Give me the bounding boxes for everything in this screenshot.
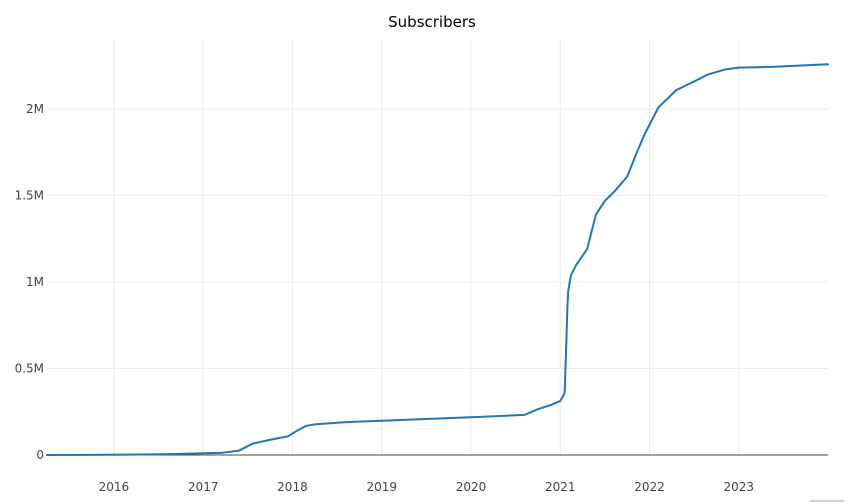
x-tick-label-2017: 2017 xyxy=(188,480,219,494)
x-tick-labels: 2016 2017 2018 2019 2020 2021 2022 2023 xyxy=(99,480,754,494)
y-tick-label-1M: 1M xyxy=(26,275,44,289)
x-tick-label-2018: 2018 xyxy=(277,480,308,494)
y-tick-label-2M: 2M xyxy=(26,102,44,116)
x-tick-label-2022: 2022 xyxy=(634,480,665,494)
x-gridlines xyxy=(113,40,740,455)
horizontal-scroll-handle[interactable] xyxy=(810,500,844,502)
y-tick-label-0: 0 xyxy=(36,448,44,462)
y-gridlines xyxy=(47,108,828,370)
y-tick-labels: 0 0.5M 1M 1.5M 2M xyxy=(15,102,44,462)
y-tick-label-1.5M: 1.5M xyxy=(15,189,44,203)
x-tick-label-2023: 2023 xyxy=(723,480,754,494)
x-tick-label-2019: 2019 xyxy=(366,480,397,494)
x-tick-label-2021: 2021 xyxy=(545,480,576,494)
y-tick-label-0.5M: 0.5M xyxy=(15,362,44,376)
x-tick-label-2020: 2020 xyxy=(456,480,487,494)
series-line-subscribers[interactable] xyxy=(46,63,829,456)
chart-title: Subscribers xyxy=(388,13,476,31)
plot-series[interactable] xyxy=(46,63,829,456)
x-tick-label-2016: 2016 xyxy=(99,480,130,494)
